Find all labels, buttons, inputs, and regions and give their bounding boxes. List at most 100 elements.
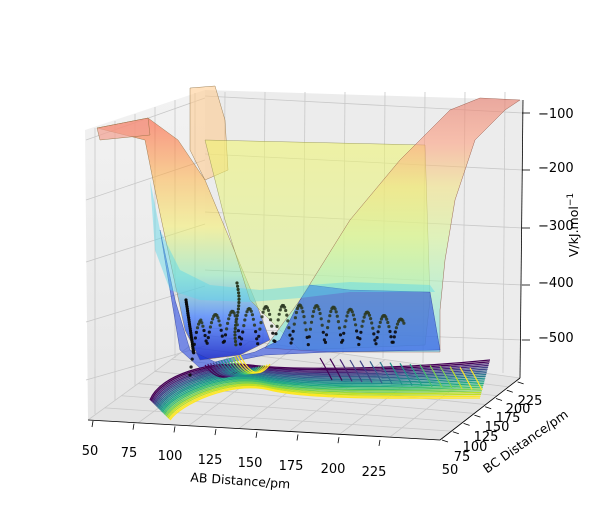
trajectory-point [286, 319, 290, 323]
contour-line [339, 359, 353, 382]
contour-line [157, 372, 487, 408]
contour-line [439, 365, 453, 389]
trajectory-point [287, 326, 291, 330]
trajectory-point [240, 337, 244, 341]
trajectory-point [244, 313, 248, 317]
trajectory-point [361, 319, 365, 323]
trajectory-point [289, 341, 293, 345]
trajectory-point [367, 313, 372, 317]
x-tick-labels: 50 75 100 125 150 175 200 225 [82, 444, 387, 480]
trajectory-point [238, 342, 243, 346]
trajectory-point [276, 318, 280, 322]
contour-line [168, 385, 481, 420]
y-tick-labels: 50 75 100 125 150 175 200 225 [442, 394, 543, 478]
y-tick-label: 200 [506, 402, 531, 417]
contour-line [156, 371, 487, 407]
trajectory-point [391, 340, 395, 344]
grid-line [502, 91, 506, 374]
trajectory-point [275, 324, 279, 328]
contour-line [319, 357, 333, 381]
y-tick-mark [441, 439, 449, 443]
trajectory-point [203, 333, 207, 338]
contour-line [149, 359, 491, 401]
trajectory-point [270, 324, 274, 328]
trajectory-point [318, 311, 322, 316]
contour-line [236, 355, 268, 374]
trajectory-point [192, 351, 196, 355]
trajectory-point [235, 317, 239, 321]
trajectory-point [304, 328, 308, 332]
trajectory-point [234, 320, 238, 324]
z-tick-label: −400 [538, 276, 574, 291]
x-tick-label: 75 [121, 446, 138, 461]
trajectory-point [220, 334, 224, 338]
contour-line [228, 357, 260, 375]
trajectory-point [373, 338, 377, 342]
trajectory-point [350, 310, 354, 314]
trajectory-point [190, 357, 194, 361]
contour-line [160, 377, 485, 412]
trajectory-point [222, 339, 226, 343]
trajectory-point [326, 326, 330, 330]
trajectory-point [250, 313, 254, 317]
z-axis-line [519, 99, 524, 379]
trajectory-point [236, 310, 240, 314]
z-axis-label: V/kJ.mol−1 [566, 193, 581, 257]
trajectory-point [233, 336, 237, 340]
y-tick-label: 100 [463, 440, 488, 455]
trajectory-point [316, 305, 320, 309]
trajectory-point [211, 317, 215, 321]
trajectory-point [216, 316, 220, 320]
trajectory-point [375, 336, 379, 340]
trajectory-point [369, 317, 373, 321]
trajectory-point [235, 281, 239, 285]
y-tick-mark [506, 389, 513, 393]
y-tick-mark [463, 423, 470, 426]
trajectory-point [233, 339, 238, 344]
trajectory-point [308, 327, 312, 331]
trajectory-point [237, 294, 241, 298]
trajectory-point [236, 287, 240, 292]
trajectory-point [371, 326, 375, 330]
trajectory-point [243, 318, 247, 322]
contour-line [159, 375, 485, 411]
x-tick-label: 50 [82, 444, 99, 459]
trajectory-point [259, 321, 263, 325]
axes [87, 99, 530, 446]
contour-line [239, 354, 271, 374]
y-tick-label: 225 [518, 394, 543, 409]
trajectory-point [265, 306, 269, 310]
trajectory-point [223, 333, 228, 337]
trajectory-point [378, 320, 382, 324]
trajectory-point [193, 336, 197, 340]
contour-line [409, 363, 423, 387]
trajectory-point [237, 291, 241, 295]
trajectory-point [293, 316, 297, 320]
contour-line [359, 360, 373, 383]
trajectory-point [237, 300, 241, 305]
trajectory-point [232, 311, 236, 315]
contour-line [369, 361, 383, 384]
trajectory-point [322, 338, 326, 342]
contour-line [429, 365, 443, 388]
trajectory-point [218, 323, 222, 327]
y-tick-label: 125 [474, 430, 499, 445]
surface-valley-floor [159, 229, 441, 369]
trajectory-point [266, 308, 271, 312]
trajectory-point [303, 321, 307, 325]
x-tick-mark [214, 429, 217, 436]
trajectory-point [268, 312, 272, 316]
contour-line [165, 382, 482, 417]
trajectory-point [387, 325, 391, 329]
trajectory-point [237, 304, 241, 308]
x-tick-label: 225 [362, 465, 387, 480]
trajectory-point [295, 306, 300, 311]
trajectory-point [207, 330, 211, 334]
trajectory-point [341, 338, 345, 342]
trajectory-point [290, 337, 294, 341]
trajectory-point [234, 323, 238, 327]
trajectory-point [227, 317, 231, 321]
trajectory-point [251, 317, 255, 321]
trajectory-point [188, 373, 192, 377]
